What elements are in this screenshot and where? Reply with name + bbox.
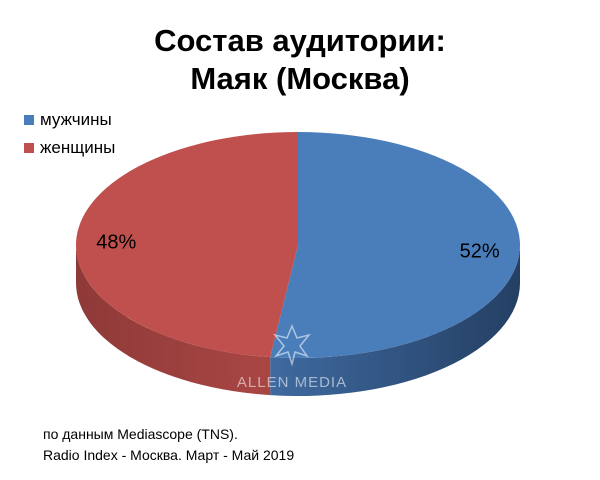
watermark: ALLEN MEDIA <box>237 324 347 391</box>
pie-side-women <box>76 245 271 396</box>
legend-label-women: женщины <box>40 138 116 157</box>
source-line-1: по данным Mediascope (TNS). <box>43 426 238 442</box>
chart-title-line-1: Состав аудитории: <box>154 23 446 58</box>
legend-swatch-men <box>24 115 34 125</box>
legend-item-men: мужчины <box>24 106 115 134</box>
source-note: по данным Mediascope (TNS). Radio Index … <box>43 424 294 466</box>
legend-item-women: женщины <box>24 134 115 162</box>
pie-depth <box>76 245 520 396</box>
starburst-icon <box>272 324 312 367</box>
data-label-men: 52% <box>460 240 500 262</box>
watermark-text: ALLEN MEDIA <box>237 374 347 391</box>
pie-labels: 52% 48% <box>96 232 500 263</box>
pie-top <box>76 132 521 358</box>
data-label-women: 48% <box>96 232 136 254</box>
legend: мужчины женщины <box>24 106 115 162</box>
legend-swatch-women <box>24 143 34 153</box>
pie-slice-women <box>76 132 298 358</box>
legend-label-men: мужчины <box>40 110 112 129</box>
chart-title: Состав аудитории: Маяк (Москва) <box>0 22 600 98</box>
pie-slice-men <box>270 132 521 358</box>
pie-side-men <box>270 245 520 396</box>
source-line-2: Radio Index - Москва. Март - Май 2019 <box>43 447 295 463</box>
chart-title-line-2: Маяк (Москва) <box>190 61 410 96</box>
